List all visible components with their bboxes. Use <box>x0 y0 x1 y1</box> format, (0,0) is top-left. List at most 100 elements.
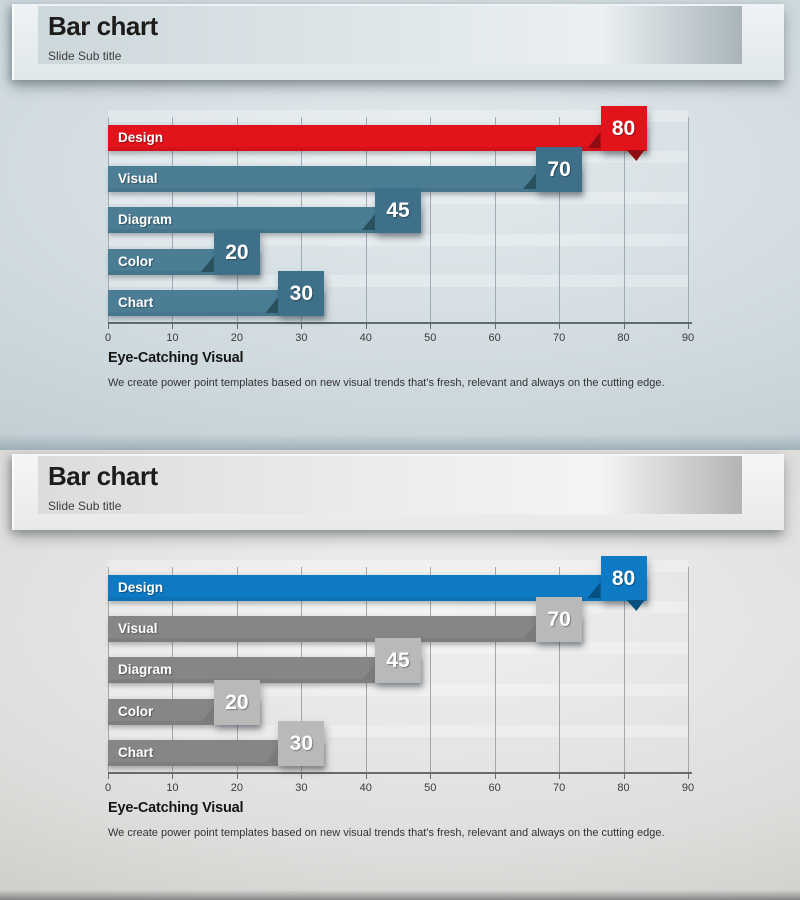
x-axis-line <box>108 322 692 324</box>
bar-row: Visual 70 <box>108 147 688 192</box>
axis-tick-label: 10 <box>166 332 179 344</box>
bar-row: Chart 30 <box>108 721 688 766</box>
axis-tick <box>365 774 367 779</box>
tag-fold-decoration <box>626 150 645 161</box>
value-tag: 30 <box>265 721 325 766</box>
axis-tick-label: 20 <box>230 782 243 794</box>
slide-header-inner: Bar chart Slide Sub title <box>38 456 742 514</box>
gridline <box>559 567 561 773</box>
value-label: 45 <box>386 199 410 222</box>
axis-tick-label: 90 <box>681 332 695 344</box>
gridline <box>688 567 689 773</box>
axis-tick <box>688 324 689 329</box>
value-label: 20 <box>225 691 249 714</box>
axis-tick <box>559 774 561 779</box>
bar-category-label: Diagram <box>118 662 173 677</box>
axis-tick-label: 0 <box>104 332 112 344</box>
value-label: 30 <box>289 282 313 305</box>
bar-category-label: Chart <box>118 295 154 310</box>
value-tag: 80 <box>587 106 647 161</box>
slide-preview-blue: Bar chart Slide Sub title 0 10 20 30 40 50 60 7… <box>0 0 800 450</box>
axis-tick <box>236 774 238 779</box>
bar-row: Design 80 <box>108 556 688 611</box>
axis-tick-label: 40 <box>359 782 372 794</box>
axis-tick-label: 10 <box>166 782 179 794</box>
gridline <box>494 567 496 773</box>
axis-tick-label: 70 <box>552 782 566 794</box>
value-label: 20 <box>225 241 249 264</box>
value-label: 45 <box>386 649 410 672</box>
slide-header: Bar chart Slide Sub title <box>12 4 784 80</box>
axis-tick <box>108 774 109 779</box>
axis-tick-label: 30 <box>295 332 308 344</box>
gridline <box>430 567 432 773</box>
gridline <box>494 117 496 323</box>
bar-row: Chart 30 <box>108 271 688 316</box>
caption-body: We create power point templates based on… <box>108 377 665 389</box>
caption-title: Eye-Catching Visual <box>108 350 244 366</box>
value-tag: 45 <box>362 188 421 233</box>
caption-body: We create power point templates based on… <box>108 827 665 839</box>
value-tag: 70 <box>523 147 583 192</box>
slide-subtitle: Slide Sub title <box>48 499 122 513</box>
axis-tick <box>623 774 625 779</box>
axis-tick <box>494 324 496 329</box>
slide-subtitle: Slide Sub title <box>48 49 122 63</box>
row-band <box>108 234 688 246</box>
gridline <box>430 117 432 323</box>
slide-preview-gray: Bar chart Slide Sub title 0 10 20 30 40 50 60 7… <box>0 450 800 900</box>
bar-category-label: Diagram <box>118 212 173 227</box>
axis-tick <box>172 774 174 779</box>
axis-tick-label: 60 <box>488 332 501 344</box>
bar-row: Color 20 <box>108 680 688 725</box>
bar-design: Design <box>108 575 647 601</box>
row-band <box>108 601 688 613</box>
caption-title: Eye-Catching Visual <box>108 800 244 816</box>
axis-tick-label: 70 <box>552 332 566 344</box>
bar-category-label: Color <box>118 254 154 269</box>
gridline <box>688 117 689 323</box>
tag-fold-decoration <box>626 600 645 611</box>
bar-chart: 0 10 20 30 40 50 60 70 80 90 Design 80 Visual 70 Diagr… <box>105 556 694 794</box>
axis-tick <box>108 324 109 329</box>
axis-tick-label: 40 <box>359 332 372 344</box>
bar-chart: 0 10 20 30 40 50 60 70 80 90 Design 80 Visual 70 Diagr… <box>105 106 694 344</box>
x-axis-line <box>108 772 692 774</box>
axis-tick <box>559 324 561 329</box>
value-tag: 20 <box>200 680 260 725</box>
axis-tick-label: 90 <box>681 782 695 794</box>
caption-block: Eye-Catching Visual We create power poin… <box>108 350 688 389</box>
bar-row: Diagram 45 <box>108 638 688 683</box>
slide-header-inner: Bar chart Slide Sub title <box>38 6 742 64</box>
bar-design: Design <box>108 125 647 151</box>
slide-title: Bar chart <box>48 11 158 41</box>
axis-tick-label: 0 <box>104 782 112 794</box>
row-band <box>108 684 688 696</box>
axis-tick-label: 80 <box>617 782 630 794</box>
bar-category-label: Visual <box>118 171 158 186</box>
bar-category-label: Color <box>118 704 154 719</box>
row-band <box>108 560 688 572</box>
slide-header: Bar chart Slide Sub title <box>12 454 784 530</box>
gridline <box>623 117 625 323</box>
bar-visual: Visual <box>108 166 583 192</box>
value-tag: 70 <box>523 597 583 642</box>
gridline <box>559 117 561 323</box>
value-label: 70 <box>547 158 571 181</box>
axis-tick <box>494 774 496 779</box>
value-tag: 45 <box>362 638 421 683</box>
bar-row: Diagram 45 <box>108 188 688 233</box>
value-label: 30 <box>289 732 313 755</box>
bar-row: Design 80 <box>108 106 688 161</box>
axis-tick-label: 80 <box>617 332 630 344</box>
axis-tick <box>365 324 367 329</box>
row-band <box>108 725 688 737</box>
slide-title: Bar chart <box>48 461 158 491</box>
axis-tick-label: 20 <box>230 332 243 344</box>
axis-tick <box>301 774 303 779</box>
axis-tick <box>172 324 174 329</box>
bar-category-label: Design <box>118 580 164 595</box>
caption-block: Eye-Catching Visual We create power poin… <box>108 800 688 839</box>
bar-category-label: Design <box>118 130 164 145</box>
value-tag: 30 <box>265 271 325 316</box>
